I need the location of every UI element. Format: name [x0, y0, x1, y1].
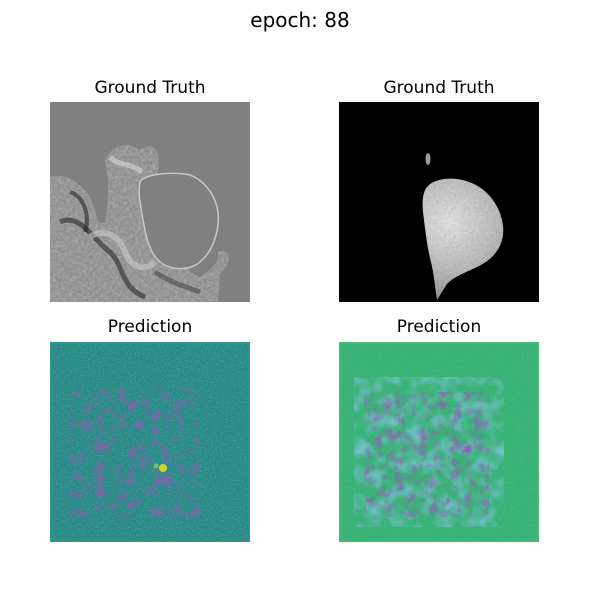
- panel-title-prediction-left: Prediction: [107, 317, 193, 337]
- panel-title-ground-truth-left: Ground Truth: [94, 78, 206, 98]
- figure-title: epoch: 88: [250, 8, 350, 32]
- panel-title-ground-truth-right: Ground Truth: [383, 78, 495, 98]
- ground-truth-lesion-image: [339, 102, 539, 302]
- ground-truth-mri-image: [50, 102, 250, 302]
- prediction-map-right: [339, 342, 539, 542]
- prediction-map-left: [50, 342, 250, 542]
- panel-title-prediction-right: Prediction: [396, 317, 482, 337]
